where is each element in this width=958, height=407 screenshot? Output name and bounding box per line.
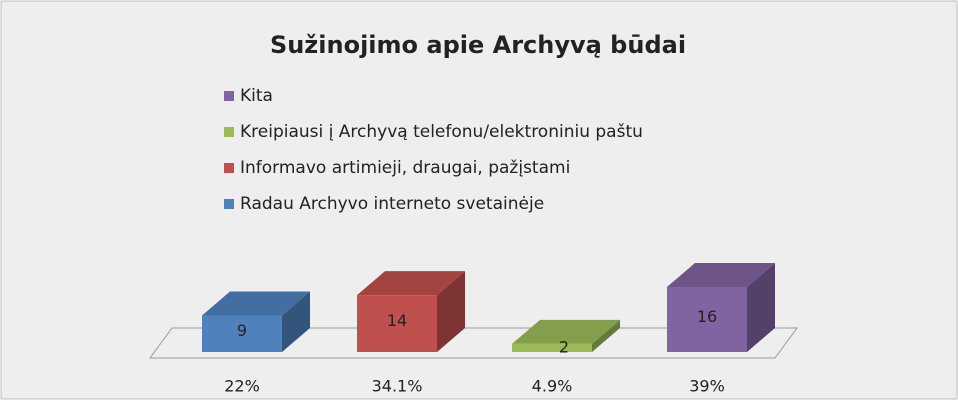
legend-swatch xyxy=(224,127,234,137)
floor xyxy=(149,327,798,359)
x-tick-label: 4.9% xyxy=(532,377,573,396)
bar-side xyxy=(592,319,620,352)
legend-label: Kita xyxy=(240,86,273,106)
bar xyxy=(667,287,747,352)
legend-label: Kreipiausi į Archyvą telefonu/elektronin… xyxy=(240,122,643,142)
bar-side xyxy=(747,263,775,352)
bar xyxy=(512,343,592,352)
x-tick-label: 22% xyxy=(224,377,260,396)
bar-top xyxy=(357,271,465,296)
data-label: 16 xyxy=(697,307,717,326)
x-tick-label: 34.1% xyxy=(372,377,423,396)
bar-side xyxy=(282,291,310,352)
chart-title: Sužinojimo apie Archyvą būdai xyxy=(270,31,686,59)
bar-top xyxy=(512,319,620,344)
bar xyxy=(202,315,282,352)
bar-top xyxy=(202,291,310,316)
data-label: 2 xyxy=(559,338,569,357)
legend-swatch xyxy=(224,163,234,173)
bar-top xyxy=(667,263,775,287)
bar xyxy=(357,295,437,352)
data-label: 14 xyxy=(387,311,407,330)
bar-side xyxy=(437,271,465,352)
legend-label: Radau Archyvo interneto svetainėje xyxy=(240,194,544,214)
x-tick-label: 39% xyxy=(689,377,725,396)
legend-label: Informavo artimieji, draugai, pažįstami xyxy=(240,158,570,178)
data-label: 9 xyxy=(237,321,247,340)
legend-swatch xyxy=(224,91,234,101)
legend-swatch xyxy=(224,199,234,209)
